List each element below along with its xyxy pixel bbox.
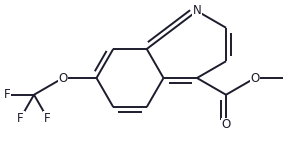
Text: N: N [193,4,201,18]
Text: F: F [44,112,51,125]
Text: F: F [4,88,10,101]
Text: O: O [58,71,68,84]
Text: F: F [17,112,24,125]
Text: O: O [250,71,260,84]
Text: O: O [221,118,231,131]
